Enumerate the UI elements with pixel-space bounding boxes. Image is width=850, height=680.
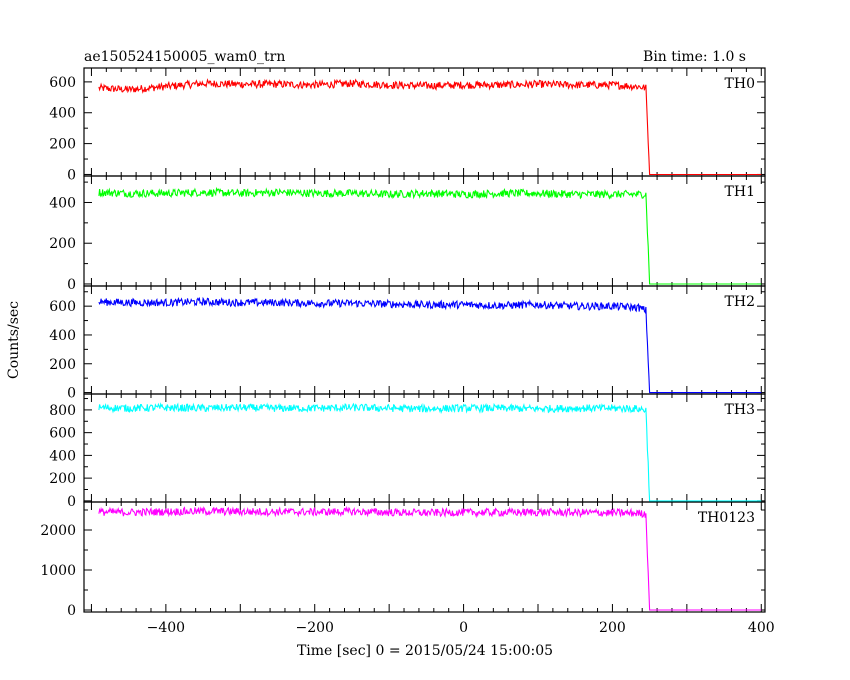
chart-title: ae150524150005_wam0_trn xyxy=(84,49,285,65)
y-tick-label: 600 xyxy=(49,426,76,442)
panel-frame xyxy=(83,175,766,287)
y-tick-label: 0 xyxy=(67,494,76,510)
panel-label-th1: TH1 xyxy=(725,184,755,200)
panel-th1: 0 200 400 TH1 xyxy=(49,175,766,293)
series-line-th3 xyxy=(98,402,762,502)
series-line-th2 xyxy=(98,296,762,394)
panels-group: 0 200 400 600 TH0 0 200 400 TH1 0 200 400 600 TH2 0 200… xyxy=(40,67,775,636)
y-tick-label: 200 xyxy=(49,357,76,373)
y-tick-label: 800 xyxy=(49,403,76,419)
panel-th2: 0 200 400 600 TH2 xyxy=(49,285,766,402)
x-tick-label: 200 xyxy=(599,620,626,636)
panel-label-th0123: TH0123 xyxy=(698,510,755,526)
series-line-th1 xyxy=(98,186,762,285)
x-axis-label: Time [sec] 0 = 2015/05/24 15:00:05 xyxy=(297,643,553,659)
series-line-th0123 xyxy=(98,505,762,611)
y-axis-label: Counts/sec xyxy=(6,301,22,379)
y-tick-label: 400 xyxy=(49,195,76,211)
y-tick-label: 200 xyxy=(49,137,76,153)
y-tick-label: 400 xyxy=(49,328,76,344)
panel-th3: 0 200 400 600 800 TH3 xyxy=(49,393,766,510)
y-tick-label: 1000 xyxy=(40,563,76,579)
x-tick-label: −200 xyxy=(295,620,333,636)
y-tick-label: 600 xyxy=(49,75,76,91)
panel-label-th0: TH0 xyxy=(725,76,755,92)
bin-time-label: Bin time: 1.0 s xyxy=(643,49,746,65)
panel-th0: 0 200 400 600 TH0 xyxy=(49,67,766,183)
panel-th0123: 0 1000 2000 TH0123 xyxy=(40,501,766,619)
x-tick-label: 400 xyxy=(748,620,775,636)
x-tick-label: 0 xyxy=(459,620,468,636)
panel-frame xyxy=(83,501,766,613)
y-tick-label: 600 xyxy=(49,299,76,315)
y-tick-label: 2000 xyxy=(40,523,76,539)
y-tick-label: 200 xyxy=(49,471,76,487)
series-line-th0 xyxy=(98,78,762,176)
y-tick-label: 400 xyxy=(49,448,76,464)
x-tick-label: −400 xyxy=(147,620,185,636)
y-tick-label: 400 xyxy=(49,106,76,122)
y-tick-label: 0 xyxy=(67,277,76,293)
y-tick-label: 0 xyxy=(67,386,76,402)
y-tick-label: 200 xyxy=(49,236,76,252)
panel-label-th2: TH2 xyxy=(725,294,755,310)
y-tick-label: 0 xyxy=(67,167,76,183)
y-tick-label: 0 xyxy=(67,603,76,619)
panel-label-th3: TH3 xyxy=(725,402,755,418)
